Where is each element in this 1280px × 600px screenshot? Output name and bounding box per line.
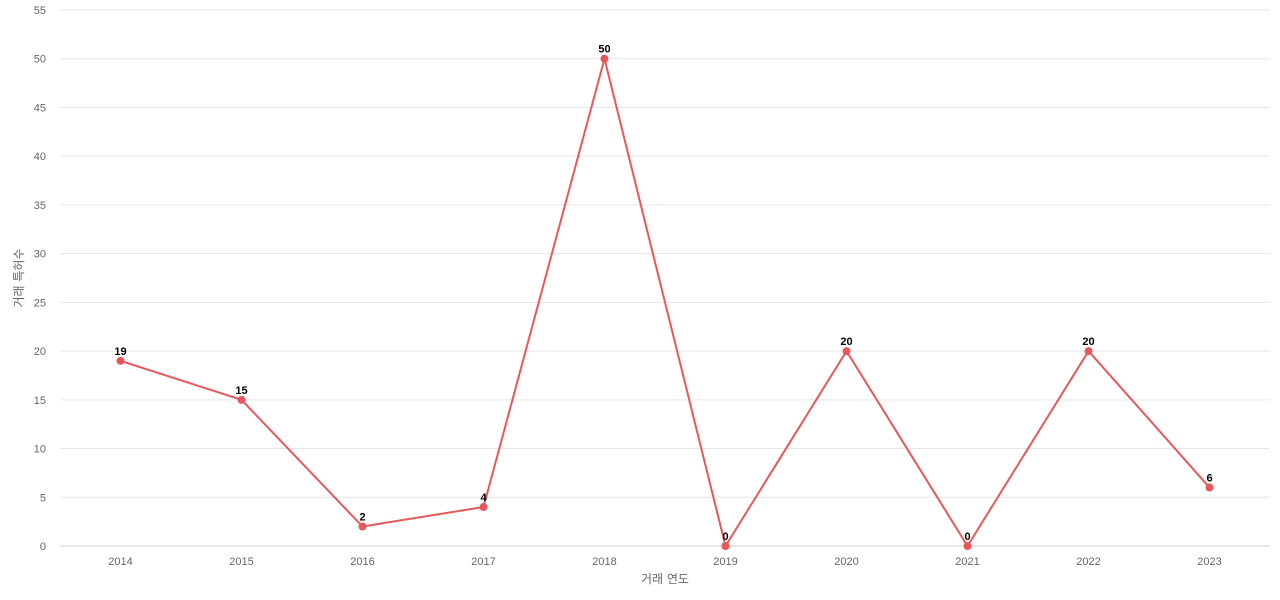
x-axis-title: 거래 연도 [641,572,689,586]
x-axis-tick-labels: 2014 2015 2016 2017 2018 2019 2020 2021 2022 2023 [108,556,1221,568]
data-point-2020[interactable] [842,347,851,356]
data-point-2014[interactable] [116,356,125,365]
y-tick-label-35: 35 [34,200,46,212]
y-tick-label-50: 50 [34,54,46,66]
data-point-2015[interactable] [237,395,246,404]
x-tick-label-2019: 2019 [713,556,737,568]
grid-lines [60,9,1270,498]
x-tick-label-2020: 2020 [834,556,858,568]
x-tick-label-2023: 2023 [1197,556,1221,568]
data-label-2023: 6 [1206,473,1212,485]
data-point-2021[interactable] [963,542,972,550]
data-label-2019: 0 [722,531,728,543]
data-label-2014: 19 [114,346,126,358]
data-point-2017[interactable] [479,503,488,512]
data-label-2020: 20 [840,336,852,348]
data-point-2022[interactable] [1084,347,1093,356]
y-tick-label-10: 10 [34,444,46,456]
data-label-2018: 50 [598,44,610,56]
series-group [116,54,1214,550]
data-label-2016: 2 [359,512,365,524]
data-label-2022: 20 [1082,336,1094,348]
y-tick-label-0: 0 [40,541,46,553]
data-label-2021: 0 [964,531,970,543]
y-tick-label-55: 55 [34,5,46,17]
y-tick-label-25: 25 [34,297,46,309]
series-line-0 [120,57,1211,547]
x-tick-label-2015: 2015 [229,556,253,568]
y-tick-label-5: 5 [40,492,46,504]
x-tick-label-2022: 2022 [1076,556,1100,568]
data-label-2017: 4 [480,492,487,504]
data-point-2023[interactable] [1205,483,1214,492]
data-point-2019[interactable] [721,542,730,550]
y-tick-label-15: 15 [34,395,46,407]
y-tick-label-45: 45 [34,102,46,114]
x-tick-label-2021: 2021 [955,556,979,568]
y-axis-tick-labels: 0 5 10 15 20 25 30 35 40 45 50 55 [34,5,46,553]
x-tick-label-2016: 2016 [350,556,374,568]
data-labels: 19 15 2 4 50 0 20 0 20 6 [114,44,1212,543]
x-tick-label-2017: 2017 [471,556,495,568]
data-point-2018[interactable] [600,54,609,63]
data-point-2016[interactable] [358,522,367,531]
y-axis-title: 거래 특허수 [12,248,26,307]
y-tick-label-40: 40 [34,151,46,163]
x-tick-label-2014: 2014 [108,556,132,568]
data-label-2015: 15 [235,385,247,397]
y-tick-label-30: 30 [34,249,46,261]
x-tick-label-2018: 2018 [592,556,616,568]
y-tick-label-20: 20 [34,346,46,358]
